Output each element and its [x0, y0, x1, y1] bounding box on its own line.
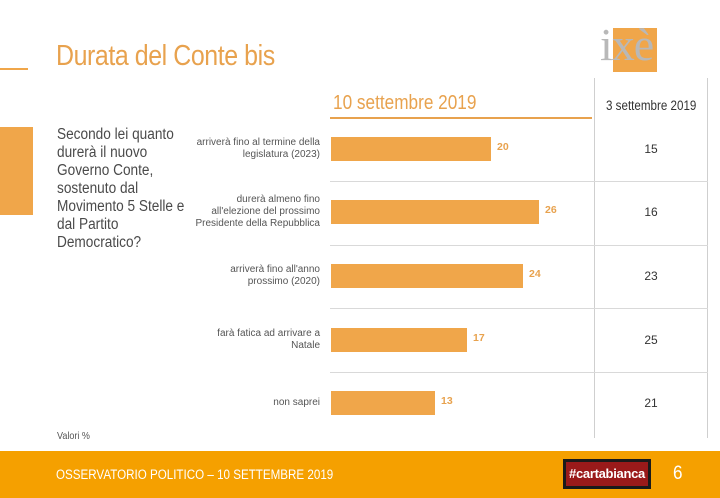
values-note: Valori %	[57, 430, 90, 442]
footer-bar: OSSERVATORIO POLITICO – 10 SETTEMBRE 201…	[0, 451, 720, 498]
bar	[331, 328, 467, 352]
ixe-logo: ixè	[598, 18, 662, 74]
column-divider-left	[594, 78, 595, 438]
current-date-header: 10 settembre 2019	[333, 92, 477, 114]
bar-value-label: 26	[545, 204, 557, 216]
row-separator	[330, 245, 708, 246]
logo-text: ixè	[600, 19, 654, 70]
bar	[331, 391, 435, 415]
category-label: durerà almeno fino all'elezione del pros…	[195, 194, 320, 229]
category-label: arriverà fino al termine della legislatu…	[196, 137, 320, 160]
comparison-value: 23	[644, 269, 658, 283]
category-label: arriverà fino all'anno prossimo (2020)	[230, 264, 320, 287]
cartabianca-logo-text: #cartabianca	[566, 462, 648, 486]
comparison-value: 25	[644, 333, 658, 347]
row-separator	[330, 308, 708, 309]
logo-orange-block	[613, 28, 657, 72]
page-title: Durata del Conte bis	[56, 40, 275, 72]
row-separator	[330, 372, 708, 373]
bar-value-label: 20	[497, 141, 509, 153]
bar-value-label: 24	[529, 268, 541, 280]
page-number: 6	[673, 463, 683, 484]
bar-value-label: 17	[473, 332, 485, 344]
title-accent-line	[0, 68, 28, 70]
comparison-value: 15	[644, 142, 658, 156]
comparison-date-header: 3 settembre 2019	[606, 98, 697, 113]
bar-value-label: 13	[441, 395, 453, 407]
row-separator	[330, 181, 708, 182]
category-label: non saprei	[273, 397, 320, 408]
bar	[331, 137, 491, 161]
question-accent-block	[0, 127, 33, 215]
comparison-value: 16	[644, 205, 658, 219]
bar	[331, 200, 539, 224]
category-label: farà fatica ad arrivare a Natale	[217, 328, 320, 351]
header-underline	[330, 117, 592, 119]
bar	[331, 264, 523, 288]
comparison-value: 21	[644, 396, 658, 410]
survey-question: Secondo lei quanto durerà il nuovo Gover…	[57, 126, 185, 251]
footer-text: OSSERVATORIO POLITICO – 10 SETTEMBRE 201…	[56, 467, 334, 482]
cartabianca-logo: #cartabianca	[563, 459, 651, 489]
column-divider-right	[707, 78, 708, 438]
